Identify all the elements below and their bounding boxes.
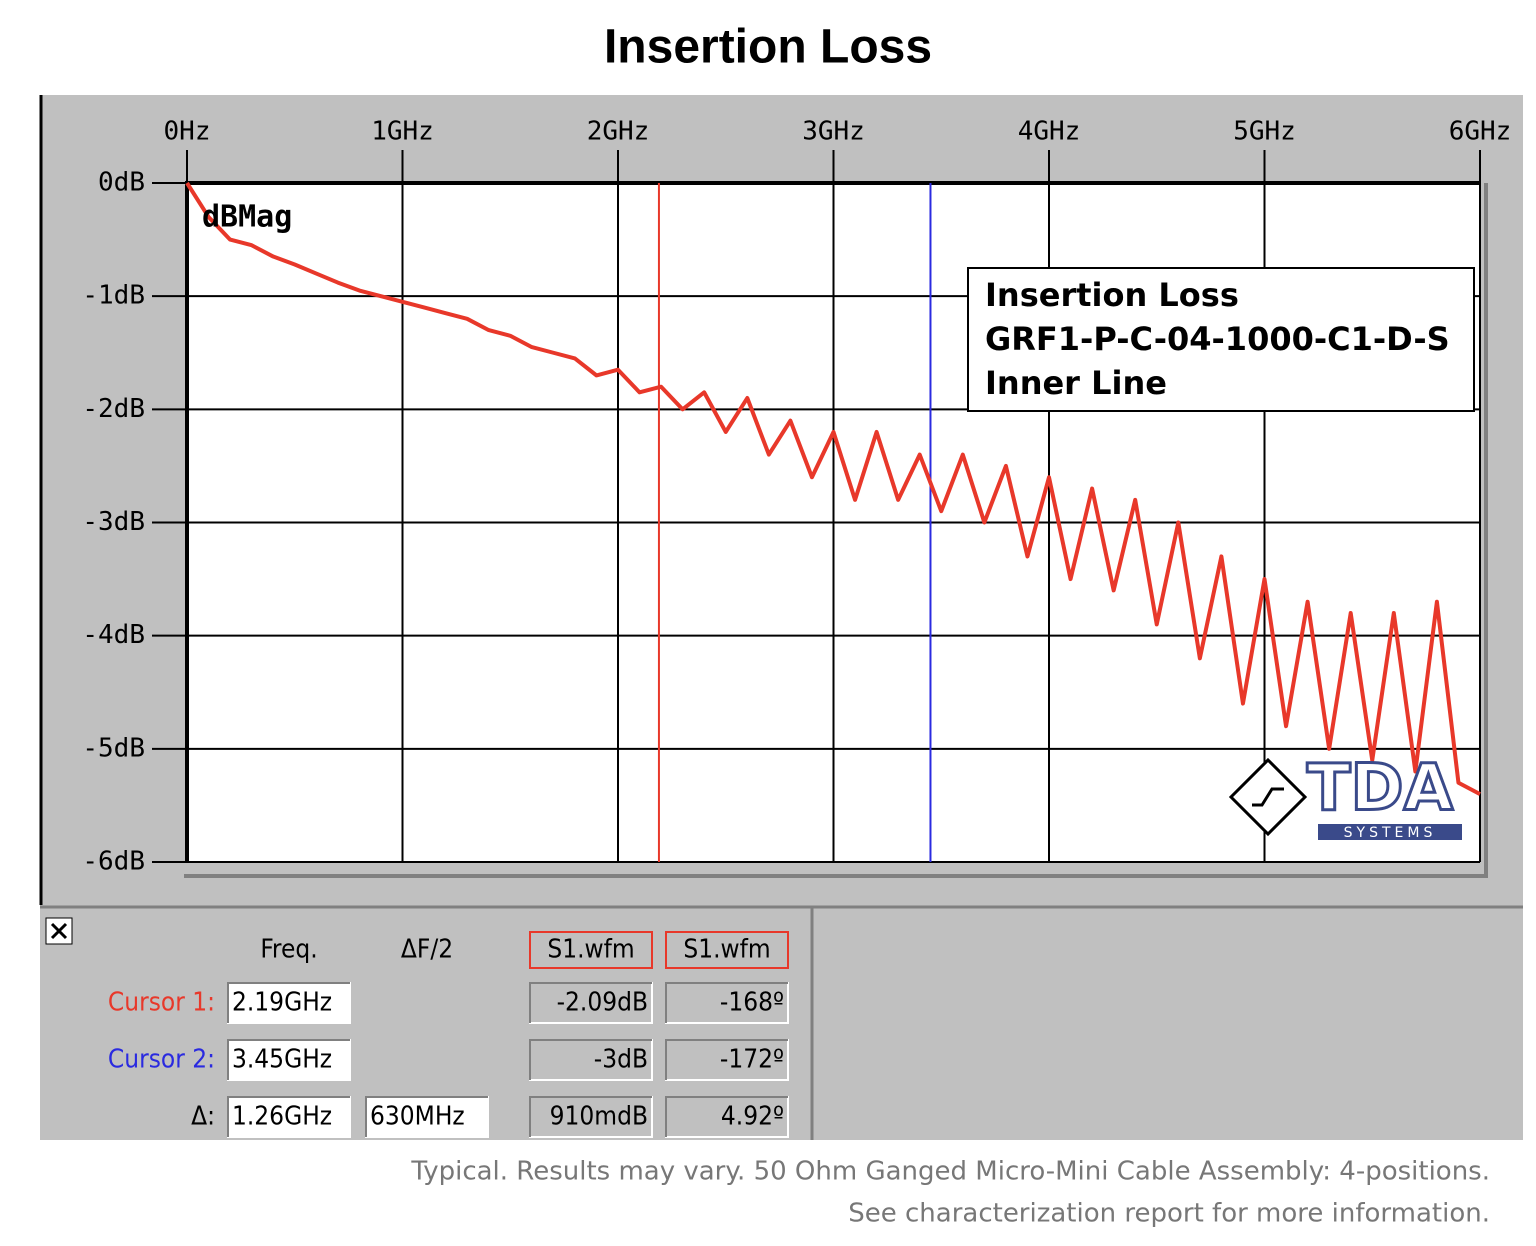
- value-box: [227, 982, 351, 1024]
- footnote: Typical. Results may vary. 50 Ohm Ganged…: [410, 1157, 1490, 1187]
- legend-text: Insertion Loss: [985, 276, 1239, 314]
- value: 630MHz: [370, 1102, 465, 1132]
- row-label: Δ:: [191, 1102, 215, 1132]
- logo-symbol: [1252, 787, 1284, 807]
- header: ΔF/2: [401, 935, 453, 965]
- value-box: [227, 1096, 351, 1138]
- y-tick-label: -4dB: [82, 620, 145, 650]
- value: -172º: [720, 1045, 784, 1075]
- close-button[interactable]: [45, 917, 73, 945]
- x-tick-label: 0Hz: [164, 117, 211, 147]
- close-icon: [50, 922, 68, 940]
- logo-name: TDA: [1307, 752, 1454, 826]
- y-axis-label: dBMag: [202, 200, 292, 235]
- line-series: [185, 181, 1481, 796]
- value-box-shadow: [529, 982, 652, 1023]
- value-box: [529, 1096, 653, 1138]
- x-tick-label: 3GHz: [802, 117, 865, 147]
- value: 910mdB: [550, 1102, 648, 1132]
- header: S1.wfm: [547, 935, 634, 965]
- value-box-shadow: [529, 1096, 652, 1137]
- footnote: See characterization report for more inf…: [848, 1199, 1490, 1229]
- row-label: Cursor 1:: [108, 988, 215, 1018]
- logo: TDA SYSTEMS: [1228, 750, 1462, 841]
- logo-sub: SYSTEMS: [1344, 825, 1437, 841]
- y-tick-label: -3dB: [82, 507, 145, 537]
- legend-text: Inner Line: [985, 364, 1167, 402]
- value-box: [529, 982, 653, 1024]
- value: 1.26GHz: [232, 1102, 332, 1132]
- value: -2.09dB: [557, 988, 648, 1018]
- value: 4.92º: [721, 1102, 784, 1132]
- header-box: [529, 931, 653, 969]
- value-box-shadow: [665, 1096, 788, 1137]
- legend-box: [967, 267, 1475, 412]
- y-tick-label: -5dB: [82, 733, 145, 763]
- row-label: Cursor 2:: [108, 1045, 215, 1075]
- header: Freq.: [260, 935, 317, 965]
- x-tick-label: 4GHz: [1018, 117, 1081, 147]
- plot-border: [184, 183, 1488, 878]
- value-box: [529, 1039, 653, 1081]
- value-box-shadow: [227, 1096, 350, 1137]
- value: 3.45GHz: [232, 1045, 332, 1075]
- value-box-shadow: [227, 982, 350, 1023]
- logo-bar: [1318, 824, 1462, 840]
- header-box: [665, 931, 789, 969]
- header: S1.wfm: [683, 935, 770, 965]
- y-tick-label: -1dB: [82, 281, 145, 311]
- value-box-shadow: [665, 1039, 788, 1080]
- value-box: [227, 1039, 351, 1081]
- title: Insertion Loss: [604, 21, 932, 74]
- value-box-shadow: [529, 1039, 652, 1080]
- value: -3dB: [594, 1045, 648, 1075]
- value-box-shadow: [665, 982, 788, 1023]
- value-box-shadow: [365, 1096, 488, 1137]
- x-tick-label: 1GHz: [371, 117, 434, 147]
- x-tick-label: 6GHz: [1449, 117, 1512, 147]
- y-tick-label: 0dB: [98, 168, 145, 198]
- value: -168º: [720, 988, 784, 1018]
- x-tick-label: 2GHz: [587, 117, 650, 147]
- value: 2.19GHz: [232, 988, 332, 1018]
- value-box: [365, 1096, 489, 1138]
- value-box-shadow: [227, 1039, 350, 1080]
- legend-text: GRF1-P-C-04-1000-C1-D-S: [985, 320, 1450, 358]
- y-tick-label: -6dB: [82, 847, 145, 877]
- y-tick-label: -2dB: [82, 394, 145, 424]
- x-tick-label: 5GHz: [1233, 117, 1296, 147]
